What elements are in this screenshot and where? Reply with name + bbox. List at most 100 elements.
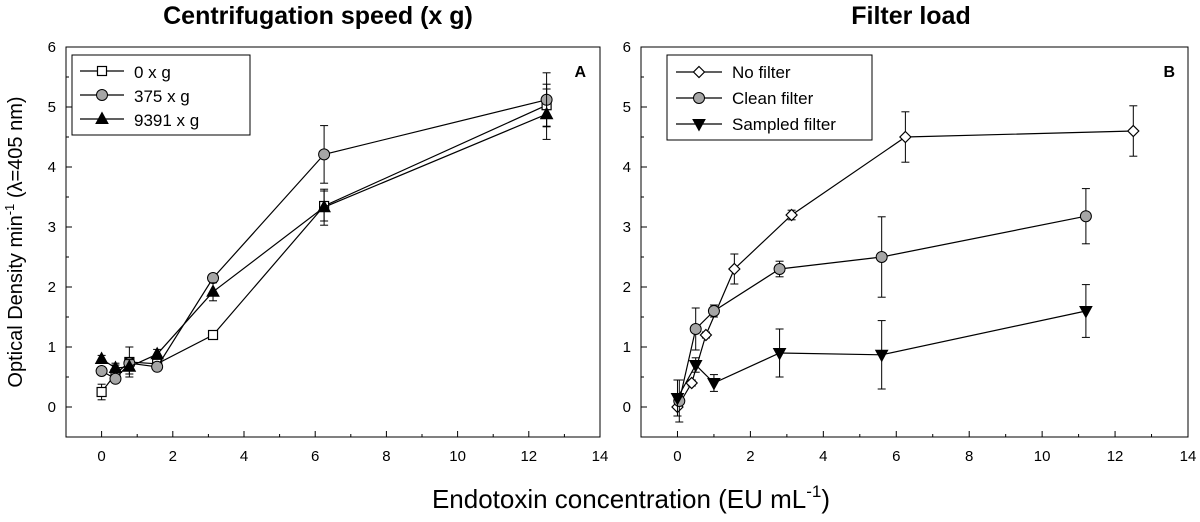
panel-b-y-tick-label-2: 2 (623, 279, 631, 296)
legend-label-clean-filter: Clean filter (732, 89, 814, 108)
panel-a-x-tick-label-12: 12 (520, 448, 537, 465)
x-axis-label-main: Endotoxin concentration (EU mL (432, 484, 806, 514)
panel-b-point-sampled-filter-2 (707, 378, 721, 391)
panel-a-point-375-x-g-0 (95, 365, 108, 377)
panel-a-y-tick-label-6: 6 (48, 39, 56, 56)
panel-b-x-tick-label-14: 14 (1180, 448, 1197, 465)
panel-b-line-no-filter (676, 130, 1134, 408)
panel-b-point-no-filter-1 (685, 376, 699, 390)
panel-b-point-no-filter-2 (699, 328, 713, 342)
panel-b-legend: No filter Clean filter Sampled filter (666, 54, 873, 141)
lambda-symbol: λ (5, 182, 27, 192)
panel-a-x-tick-label-14: 14 (592, 448, 609, 465)
panel-a-point-9391-x-g-6 (539, 106, 554, 120)
panel-a-x-tick-label-6: 6 (311, 448, 319, 465)
x-axis-label: Endotoxin concentration (EU mL-1) (432, 482, 830, 514)
panel-b-point-clean-filter-1 (689, 323, 702, 335)
panel-a-point-0-x-g-4 (207, 329, 219, 341)
panel-a-legend-marker-375-x-g (96, 89, 108, 101)
panel-b-x-tick-label-0: 0 (673, 448, 681, 465)
panel-a-legend-marker-9391-x-g (95, 111, 109, 124)
panel-a: Centrifugation speed (x g) 0 2 4 6 8 10 12 1401… (48, 2, 609, 465)
panel-b-y-tick-label-4: 4 (623, 159, 631, 176)
panel-b-legend-marker-no-filter (692, 65, 706, 79)
panel-b-point-clean-filter-2 (707, 305, 720, 317)
x-axis-label-end: ) (821, 484, 830, 514)
panel-a-series (94, 72, 554, 401)
legend-entry-clean-filter: Clean filter (676, 89, 814, 108)
panel-b-legend-marker-sampled-filter (692, 119, 706, 132)
panel-b-point-sampled-filter-3 (772, 348, 787, 361)
legend-label-no-filter: No filter (732, 63, 791, 82)
panel-b-point-no-filter-6 (1126, 124, 1140, 138)
panel-a-point-375-x-g-1 (109, 372, 122, 385)
panel-a-point-0-x-g-0 (96, 386, 107, 398)
panel-a-x-tick-label-4: 4 (240, 448, 248, 465)
panel-b-y-tick-label-6: 6 (623, 39, 631, 56)
panel-a-point-9391-x-g-1 (108, 360, 123, 373)
panel-b-x-tick-label-2: 2 (746, 448, 754, 465)
panel-a-point-9391-x-g-5 (317, 199, 331, 213)
panel-b-series-sampled-filter (670, 284, 1093, 417)
panel-b-line-sampled-filter (676, 310, 1087, 399)
panel-a-point-9391-x-g-0 (94, 351, 109, 364)
panel-a-series-375-x-g (95, 72, 553, 385)
panel-b-legend-marker-clean-filter (693, 92, 705, 104)
panel-b-point-no-filter-3 (728, 262, 741, 276)
panel-a-y-tick-label-3: 3 (48, 219, 56, 236)
panel-a-plot-frame (65, 46, 601, 438)
y-axis-label-open: ( (5, 191, 27, 204)
panel-a-x-tick-label-8: 8 (382, 448, 390, 465)
panel-b-y-tick-label-0: 0 (623, 399, 631, 416)
panel-b-point-sampled-filter-0 (670, 393, 685, 406)
panel-b-line-clean-filter (678, 215, 1087, 402)
legend-entry-sampled-filter: Sampled filter (676, 115, 836, 134)
y-axis-label: Optical Density min-1 (λ=405 nm) (2, 96, 27, 387)
y-axis-label-wavelength: =405 nm) (5, 96, 27, 181)
panel-b-point-sampled-filter-1 (688, 360, 703, 373)
panel-b-x-tick-label-8: 8 (965, 448, 973, 465)
panel-a-y-tick-label-1: 1 (48, 339, 56, 356)
panel-a-x-tick-label-10: 10 (449, 448, 466, 465)
panel-b-x-tick-label-12: 12 (1107, 448, 1124, 465)
panel-a-letter: A (574, 64, 586, 81)
panel-b-x-tick-label-6: 6 (892, 448, 900, 465)
panel-b-x-tick-label-10: 10 (1034, 448, 1051, 465)
y-axis-label-main: Optical Density min (5, 215, 27, 387)
panel-b-point-no-filter-5 (899, 130, 912, 144)
panel-a-point-375-x-g-3 (151, 360, 164, 373)
panel-b-point-clean-filter-5 (1079, 210, 1092, 223)
legend-label-375-x-g: 375 x g (134, 87, 190, 106)
panel-a-series-9391-x-g (94, 88, 554, 375)
legend-label-0-x-g: 0 x g (134, 63, 171, 82)
panel-b-y-tick-label-1: 1 (623, 339, 631, 356)
panel-b-point-sampled-filter-5 (1079, 306, 1093, 319)
legend-entry-no-filter: No filter (676, 63, 791, 82)
panel-b-series (670, 105, 1140, 423)
panel-b-letter: B (1163, 64, 1175, 81)
legend-entry-0-x-g: 0 x g (80, 63, 171, 82)
legend-label-9391-x-g: 9391 x g (134, 111, 199, 130)
panel-a-y-tick-label-4: 4 (48, 159, 56, 176)
panel-a-x-tick-label-2: 2 (169, 448, 177, 465)
panel-b-point-clean-filter-4 (875, 251, 888, 263)
legend-entry-375-x-g: 375 x g (80, 87, 190, 106)
panel-a-y-tick-label-2: 2 (48, 279, 56, 296)
panel-b-series-no-filter (671, 105, 1140, 417)
panel-b-title: Filter load (851, 2, 970, 30)
panel-a-title: Centrifugation speed (x g) (163, 2, 473, 30)
panel-a-x-tick-label-0: 0 (97, 448, 105, 465)
x-axis-label-sup: -1 (806, 482, 821, 501)
panel-b-y-tick-label-5: 5 (623, 99, 631, 116)
panel-b-point-no-filter-4 (785, 208, 798, 222)
panel-b-series-clean-filter (673, 188, 1092, 423)
panel-a-point-375-x-g-5 (318, 148, 331, 161)
panel-a-y-tick-label-0: 0 (48, 399, 56, 416)
panel-a-y-tick-label-5: 5 (48, 99, 56, 116)
panel-a-point-9391-x-g-2 (122, 359, 137, 372)
panel-b-point-clean-filter-3 (773, 263, 786, 275)
panel-b-point-sampled-filter-4 (874, 349, 889, 363)
